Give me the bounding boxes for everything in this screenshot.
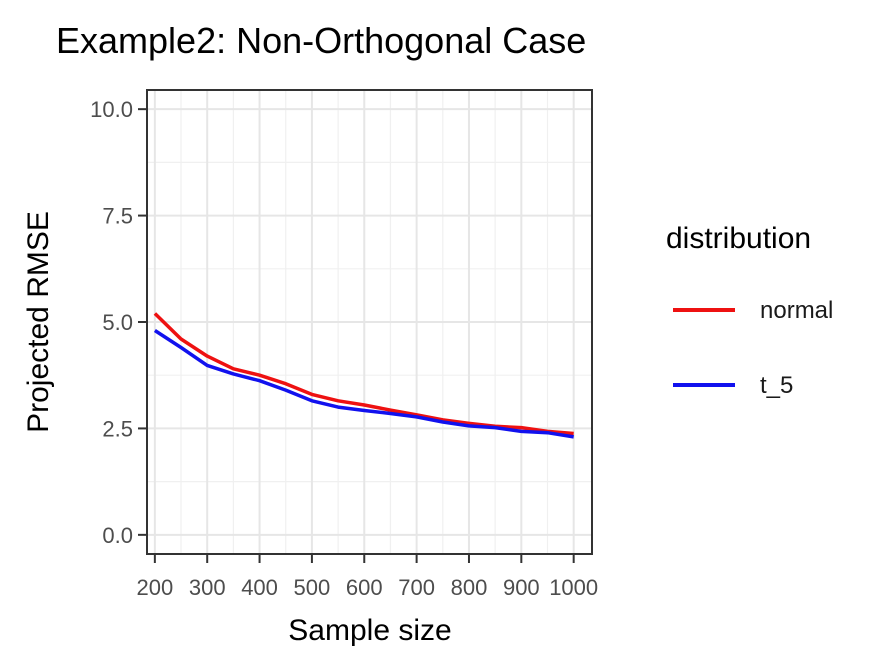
x-tick-label: 1000 xyxy=(549,575,598,600)
series-lines xyxy=(153,312,574,439)
legend-label-normal: normal xyxy=(760,297,833,324)
y-tick-label: 0.0 xyxy=(102,523,133,548)
x-tick-label: 200 xyxy=(136,575,173,600)
x-axis: 200 300 400 500 600 700 800 900 1000 xyxy=(136,554,598,600)
legend-label-t-5: t_5 xyxy=(760,372,793,399)
y-axis-title: Projected RMSE xyxy=(22,211,55,433)
series-line-normal xyxy=(153,312,574,436)
grid-major xyxy=(147,90,592,554)
x-tick-label: 900 xyxy=(503,575,540,600)
x-tick-label: 600 xyxy=(346,575,383,600)
chart-title: Example2: Non-Orthogonal Case xyxy=(56,20,586,61)
x-tick-label: 700 xyxy=(398,575,435,600)
y-tick-label: 2.5 xyxy=(102,416,133,441)
x-axis-title: Sample size xyxy=(288,614,451,647)
series-line-t-5 xyxy=(153,329,574,439)
x-tick-label: 300 xyxy=(189,575,226,600)
y-axis: 0.0 2.5 5.0 7.5 10.0 xyxy=(90,97,147,548)
y-tick-label: 10.0 xyxy=(90,97,133,122)
legend-title: distribution xyxy=(666,222,811,255)
x-tick-label: 400 xyxy=(241,575,278,600)
x-tick-label: 800 xyxy=(451,575,488,600)
y-tick-label: 5.0 xyxy=(102,310,133,335)
legend: distribution normal t_5 xyxy=(666,222,833,399)
x-tick-label: 500 xyxy=(294,575,331,600)
y-tick-label: 7.5 xyxy=(102,204,133,229)
